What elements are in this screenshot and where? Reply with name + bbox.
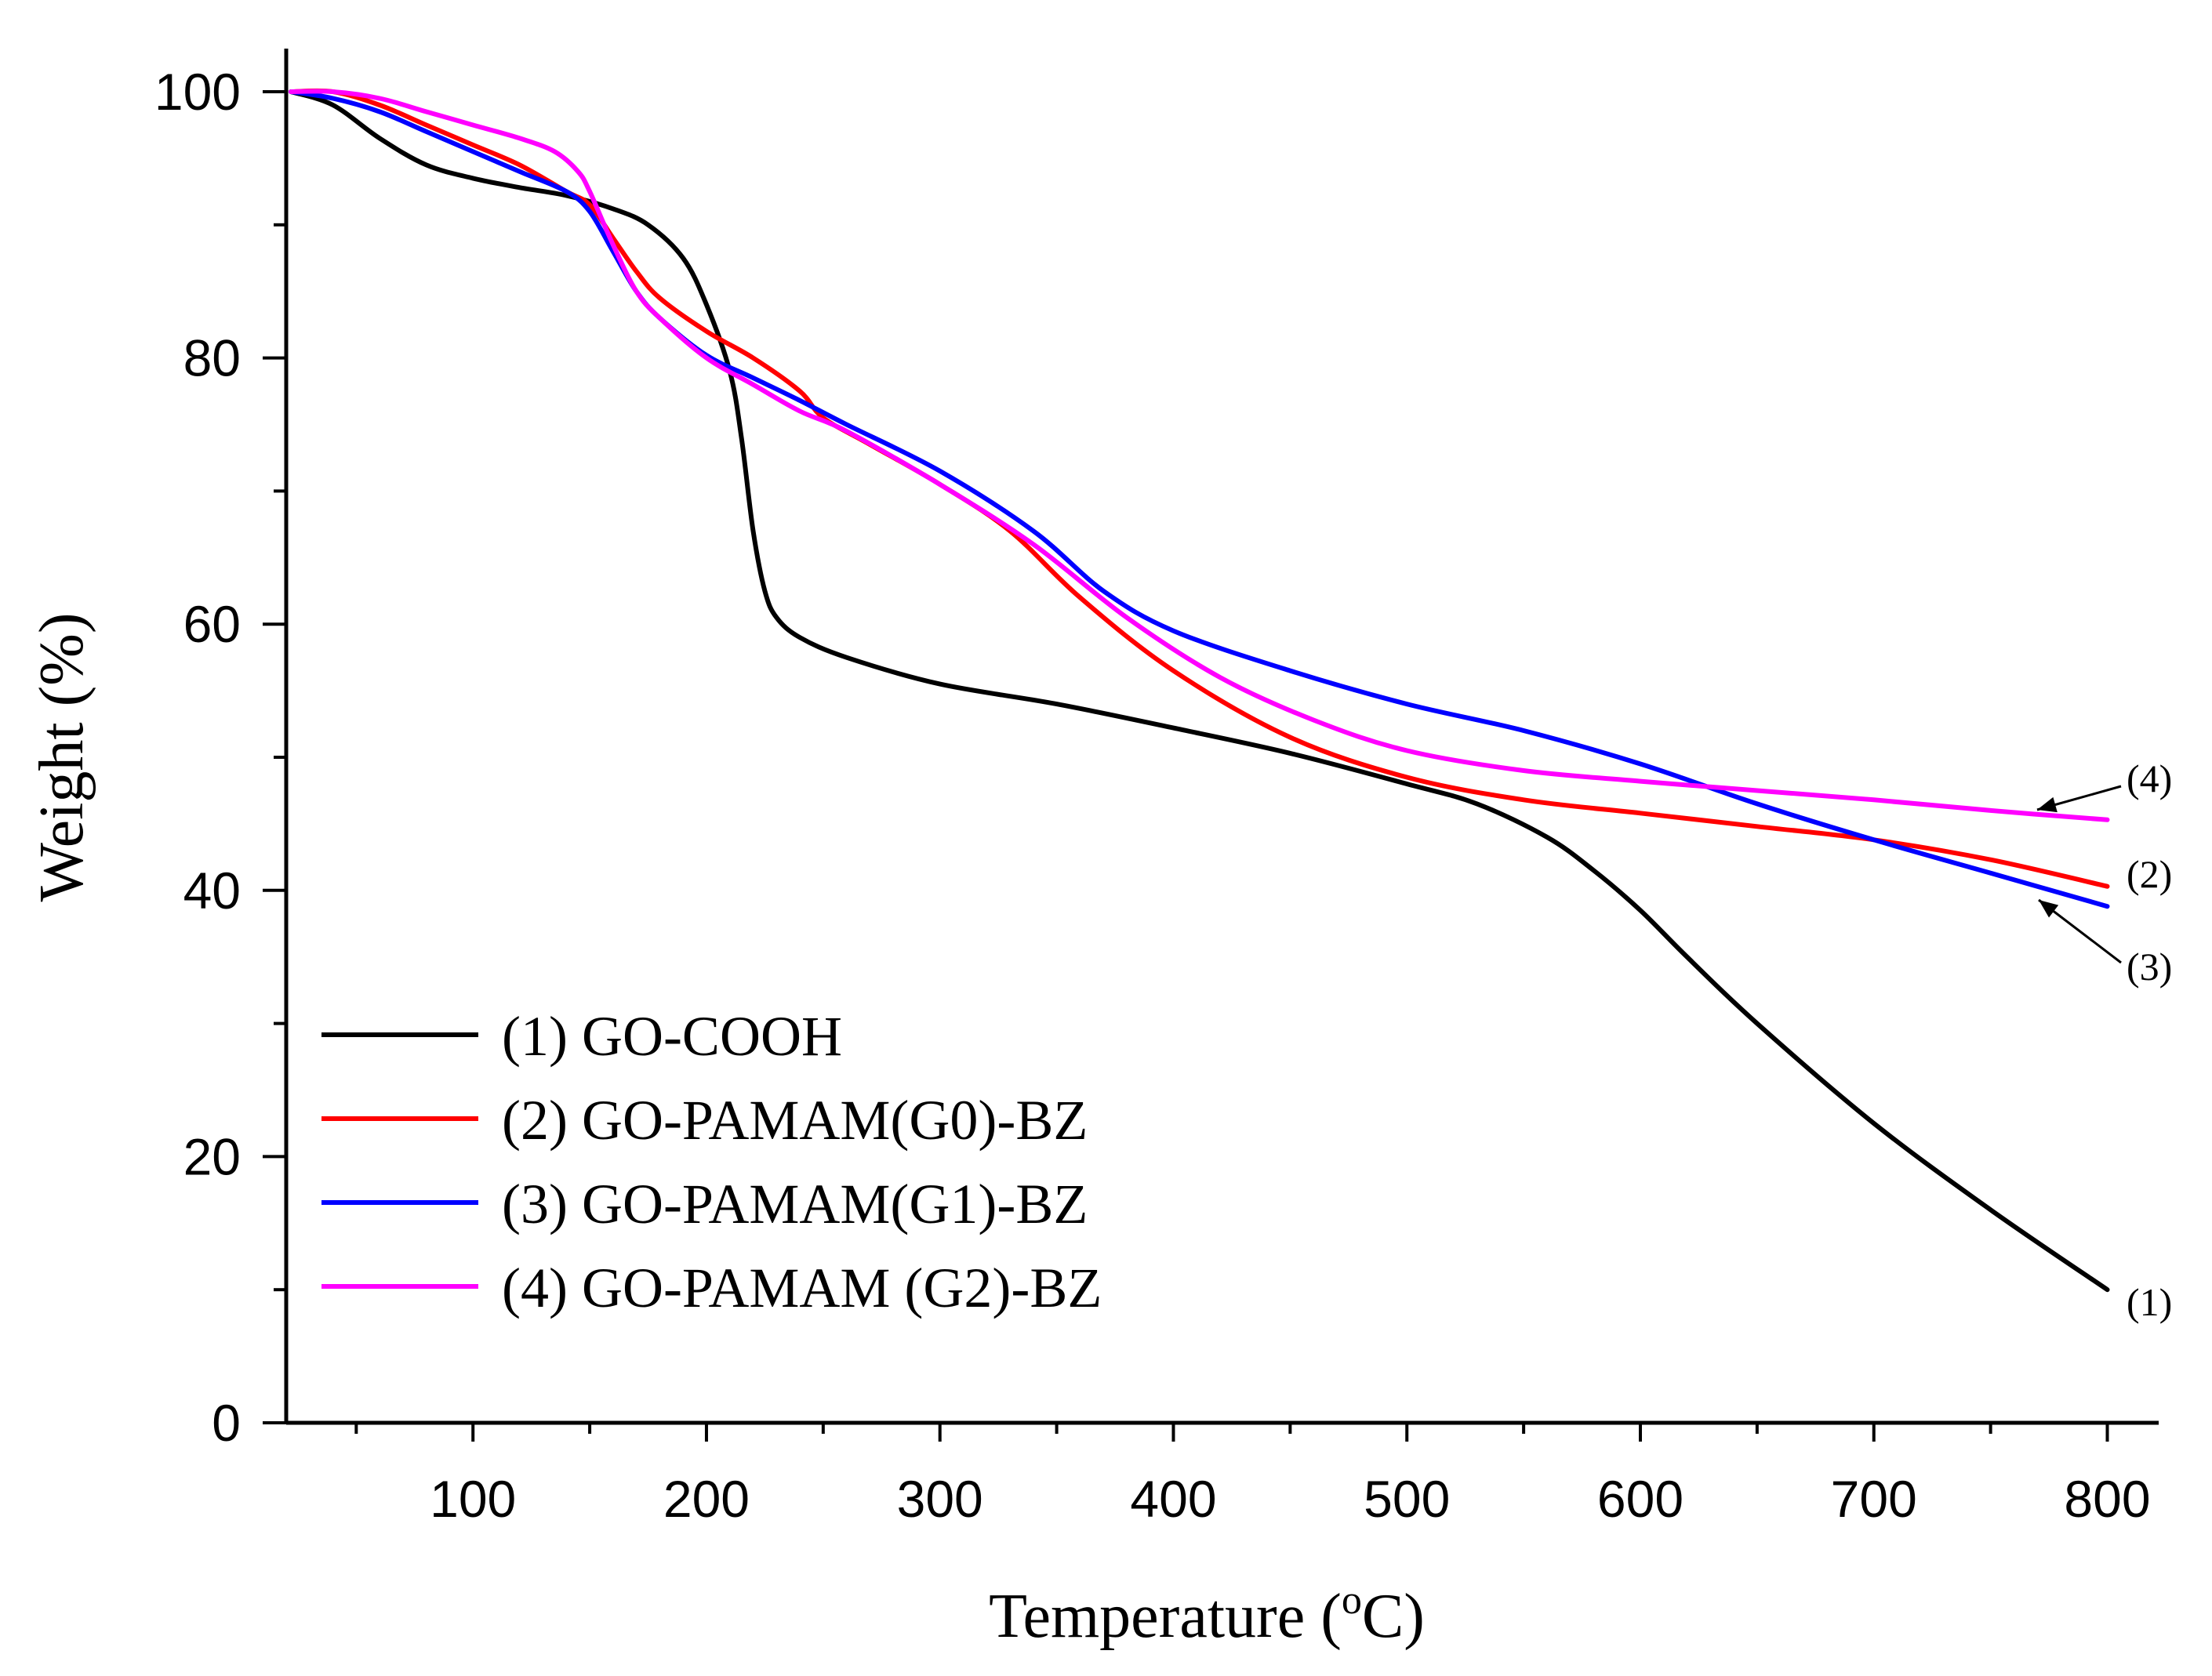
x-tick-label: 800 <box>2064 1470 2150 1528</box>
end-arrow-head-go-pamam-g1-bz <box>2039 900 2059 918</box>
y-tick-label: 100 <box>154 63 241 121</box>
y-axis-title: Weight (%) <box>27 613 96 902</box>
end-arrow-head-go-pamam-g2-bz <box>2037 796 2058 813</box>
axes <box>284 49 2159 1425</box>
legend-label-go-pamam-g0-bz: (2) GO-PAMAM(G0)-BZ <box>502 1089 1088 1152</box>
y-tick-label: 0 <box>212 1394 241 1452</box>
end-label-go-cooh: (1) <box>2127 1280 2172 1324</box>
legend-label-go-pamam-g1-bz: (3) GO-PAMAM(G1)-BZ <box>502 1173 1088 1235</box>
series-line-go-pamam-g0-bz <box>289 88 2110 889</box>
series-line-go-pamam-g1-bz <box>289 89 2110 909</box>
y-tick-label: 80 <box>183 329 241 387</box>
x-tick-label: 600 <box>1597 1470 1684 1528</box>
series-group <box>289 88 2110 1293</box>
x-tick-label: 700 <box>1831 1470 1917 1528</box>
series-line-go-cooh <box>289 89 2110 1293</box>
series-line-go-pamam-g2-bz <box>289 89 2110 822</box>
end-label-go-pamam-g2-bz: (4) <box>2127 756 2172 800</box>
end-annotations: (1) (2) (3) (4) <box>2036 756 2172 1324</box>
y-tick-label: 40 <box>183 862 241 920</box>
x-tick-label: 500 <box>1364 1470 1450 1528</box>
y-tick-label: 60 <box>183 595 241 653</box>
legend: (1) GO-COOH (2) GO-PAMAM(G0)-BZ (3) GO-PAM… <box>321 1005 1102 1319</box>
y-tick-label: 20 <box>183 1127 241 1185</box>
end-label-go-pamam-g0-bz: (2) <box>2127 852 2172 896</box>
end-label-go-pamam-g1-bz: (3) <box>2127 945 2172 989</box>
x-axis-title-degree: o <box>1342 1578 1362 1623</box>
x-tick-label: 400 <box>1130 1470 1216 1528</box>
x-tick-label: 200 <box>663 1470 750 1528</box>
x-tick-label: 300 <box>897 1470 983 1528</box>
x-axis-title: Temperature (oC) <box>989 1578 1425 1651</box>
x-axis-title-main: Temperature ( <box>989 1582 1342 1651</box>
legend-label-go-cooh: (1) GO-COOH <box>502 1005 842 1068</box>
x-tick-label: 100 <box>430 1470 516 1528</box>
ticks: 100 200 300 400 500 600 700 800 0 20 40 60 80 100 <box>154 63 2151 1528</box>
x-axis-title-end: C) <box>1362 1582 1425 1651</box>
legend-label-go-pamam-g2-bz: (4) GO-PAMAM (G2)-BZ <box>502 1257 1102 1319</box>
